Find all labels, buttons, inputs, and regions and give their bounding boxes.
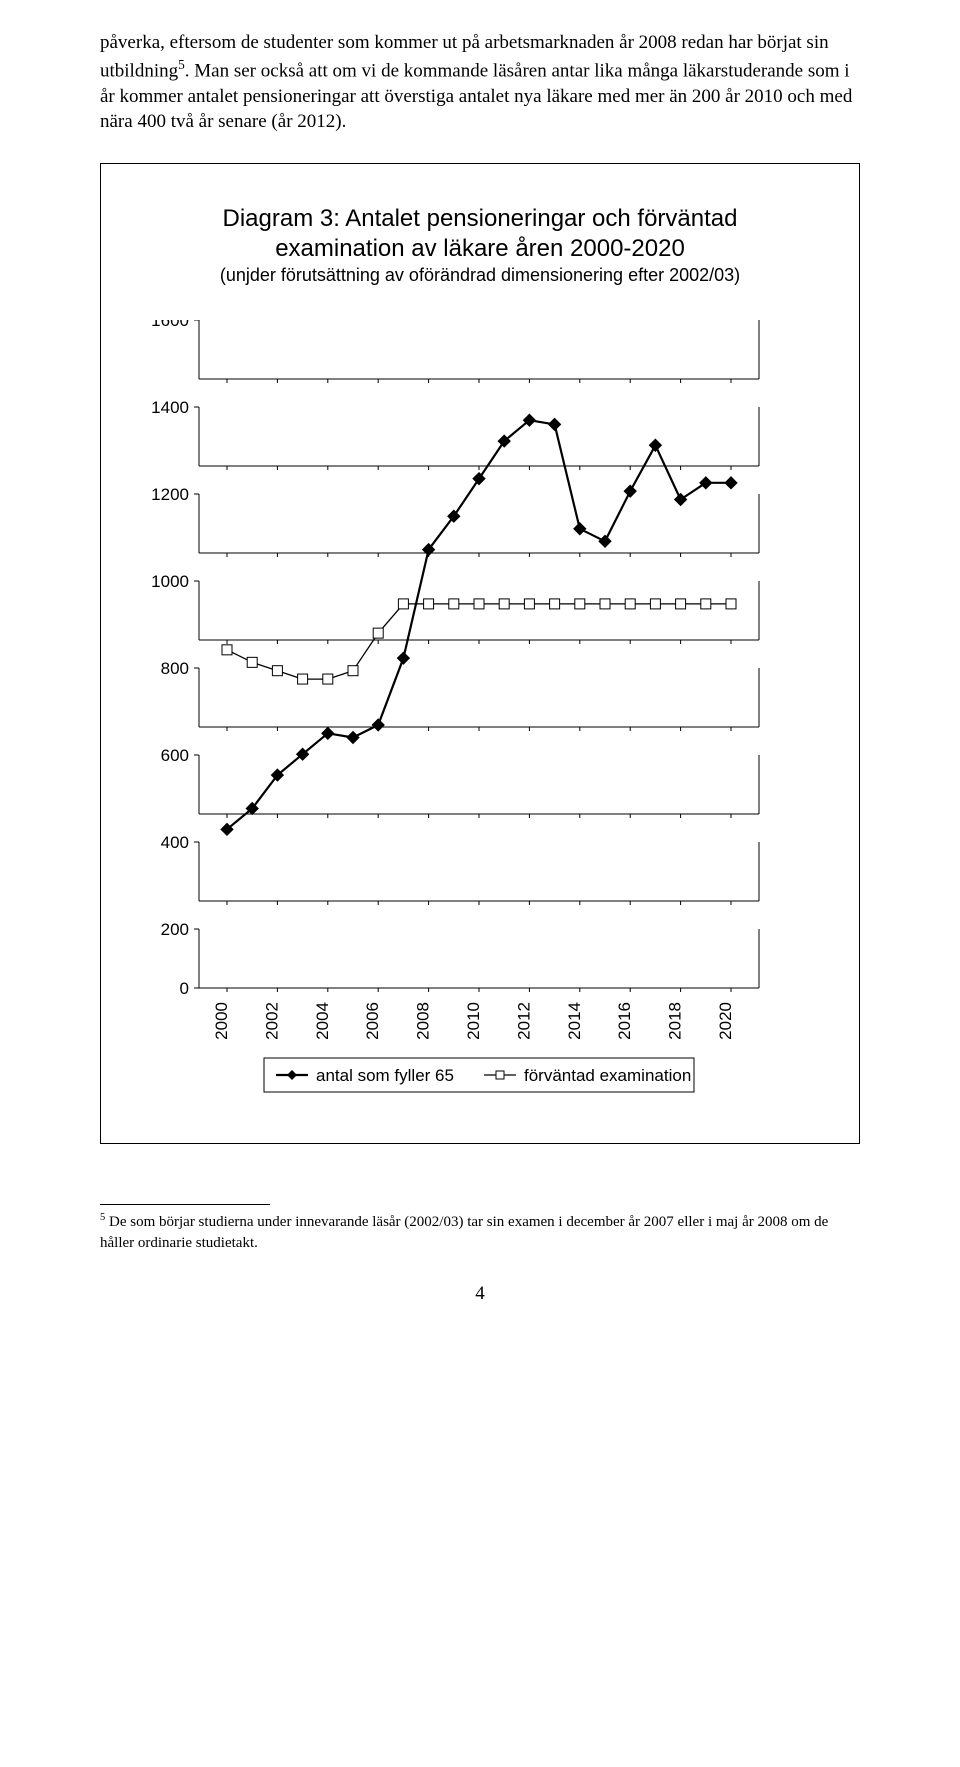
footnote-text: De som börjar studierna under innevarand…	[100, 1214, 828, 1250]
footnote-rule	[100, 1204, 270, 1205]
chart-svg: 1600140012001000800600400200020002002200…	[141, 320, 801, 1102]
para-sup: 5	[178, 57, 185, 72]
chart-title-line3: (unjder förutsättning av oförändrad dime…	[141, 264, 819, 287]
svg-text:2014: 2014	[565, 1002, 584, 1040]
page-number: 4	[100, 1283, 860, 1305]
svg-text:2006: 2006	[363, 1002, 382, 1040]
svg-text:antal som fyller 65: antal som fyller 65	[316, 1066, 454, 1085]
svg-text:1400: 1400	[151, 398, 189, 417]
svg-text:2008: 2008	[414, 1002, 433, 1040]
svg-text:2012: 2012	[514, 1002, 533, 1040]
chart-title-line2: examination av läkare åren 2000-2020	[141, 234, 819, 264]
svg-text:0: 0	[180, 979, 189, 998]
body-paragraph: påverka, eftersom de studenter som komme…	[100, 30, 860, 135]
svg-text:400: 400	[161, 833, 189, 852]
svg-text:800: 800	[161, 659, 189, 678]
svg-text:2016: 2016	[615, 1002, 634, 1040]
svg-text:1600: 1600	[151, 320, 189, 330]
chart-container: Diagram 3: Antalet pensioneringar och fö…	[100, 163, 860, 1145]
footnote: 5 De som börjar studierna under innevara…	[100, 1211, 860, 1253]
svg-text:2002: 2002	[262, 1002, 281, 1040]
para-frag2: . Man ser också att om vi de kommande lä…	[100, 60, 852, 132]
svg-text:1000: 1000	[151, 572, 189, 591]
svg-text:2000: 2000	[212, 1002, 231, 1040]
svg-text:600: 600	[161, 746, 189, 765]
svg-text:förväntad examination: förväntad examination	[524, 1066, 691, 1085]
svg-text:2004: 2004	[313, 1002, 332, 1040]
svg-text:2018: 2018	[666, 1002, 685, 1040]
svg-text:2010: 2010	[464, 1002, 483, 1040]
chart-title: Diagram 3: Antalet pensioneringar och fö…	[141, 204, 819, 287]
svg-text:200: 200	[161, 920, 189, 939]
svg-text:2020: 2020	[716, 1002, 735, 1040]
chart-title-line1: Diagram 3: Antalet pensioneringar och fö…	[141, 204, 819, 234]
svg-text:1200: 1200	[151, 485, 189, 504]
